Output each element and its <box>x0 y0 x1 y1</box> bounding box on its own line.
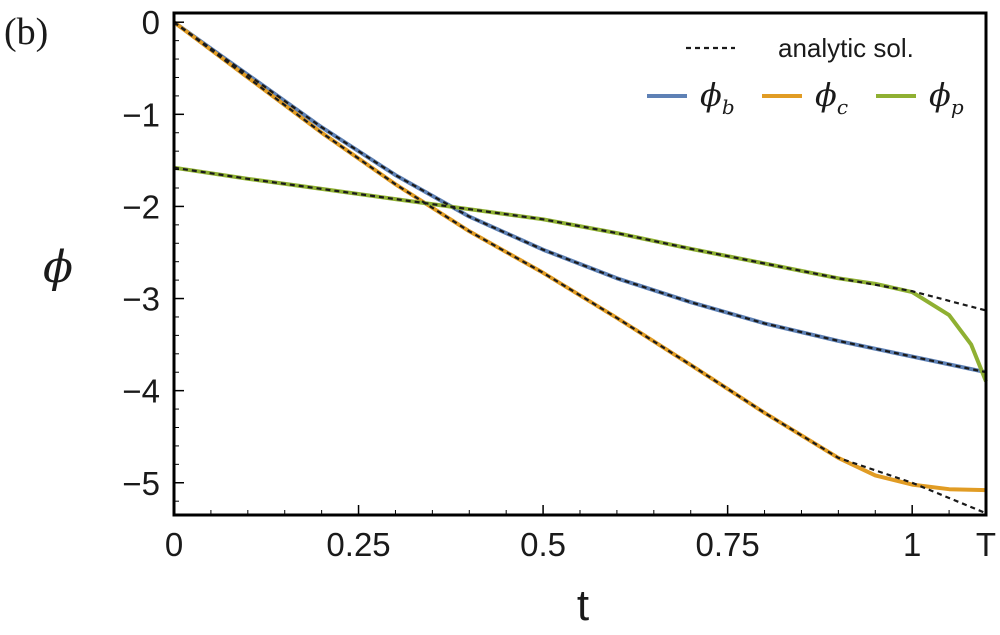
y-tick-label: −5 <box>122 465 160 502</box>
series-line-ϕp <box>173 165 988 383</box>
panel-label: (b) <box>4 11 48 53</box>
legend-label-p: ϕp <box>929 76 964 119</box>
series-line-ϕc <box>172 20 987 493</box>
legend-analytic-label: analytic sol. <box>778 33 914 63</box>
x-tick-label: 0.5 <box>520 526 566 563</box>
x-axis-label: t <box>577 581 589 630</box>
analytic-line-1 <box>173 21 987 374</box>
x-tick-label: 0.25 <box>326 526 390 563</box>
series-line-ϕb <box>172 20 987 375</box>
y-tick-label: −1 <box>122 96 160 133</box>
y-tick-label: 0 <box>142 4 160 41</box>
y-tick-label: −2 <box>122 188 160 225</box>
analytic-line-3 <box>173 166 987 312</box>
y-tick-label: −3 <box>122 281 160 318</box>
y-axis-label: ϕ <box>43 242 73 293</box>
x-tick-label: 0 <box>165 526 183 563</box>
legend: analytic sol. ϕb ϕc ϕp <box>647 33 964 119</box>
plot-frame <box>172 11 988 517</box>
x-tick-label: T <box>976 526 996 563</box>
legend-label-b: ϕb <box>700 76 735 119</box>
ticks-layer: 0 0.25 0.5 0.75 1 T 0 −1 −2 −3 −4 −5 <box>122 4 996 563</box>
legend-label-c: ϕc <box>815 76 848 119</box>
y-tick-label: −4 <box>122 373 160 410</box>
analytic-line-2 <box>173 21 987 515</box>
series-layer <box>172 20 988 515</box>
x-tick-label: 1 <box>903 526 921 563</box>
x-tick-label: 0.75 <box>696 526 760 563</box>
